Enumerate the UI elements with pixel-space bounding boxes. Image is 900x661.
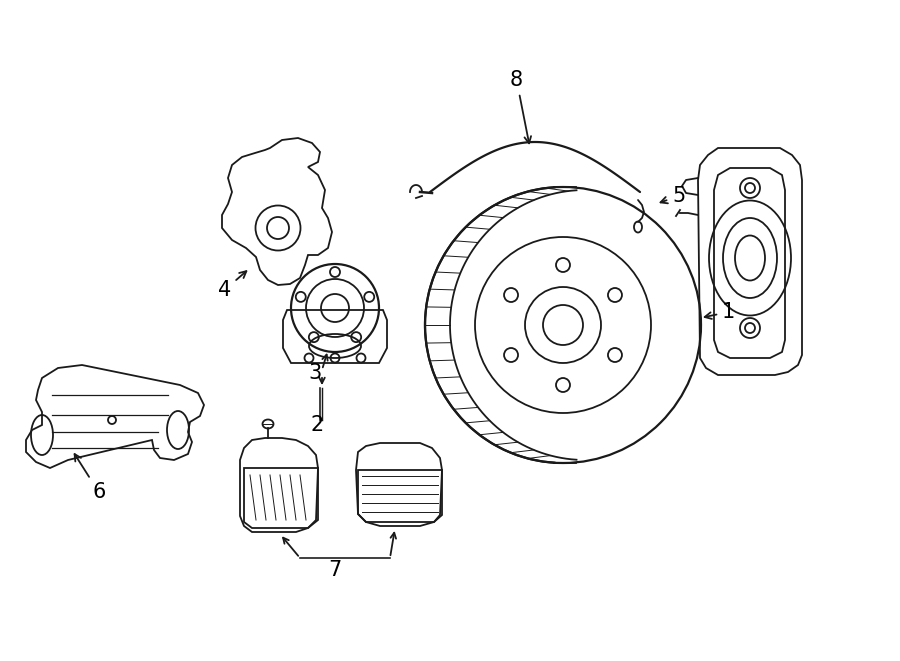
Text: 1: 1 xyxy=(705,302,735,322)
Text: 6: 6 xyxy=(75,454,105,502)
Text: 7: 7 xyxy=(328,560,342,580)
Text: 4: 4 xyxy=(218,271,247,300)
Text: 8: 8 xyxy=(510,70,531,143)
Text: 3: 3 xyxy=(308,363,321,383)
Text: 5: 5 xyxy=(661,186,685,206)
Text: 2: 2 xyxy=(310,415,323,435)
